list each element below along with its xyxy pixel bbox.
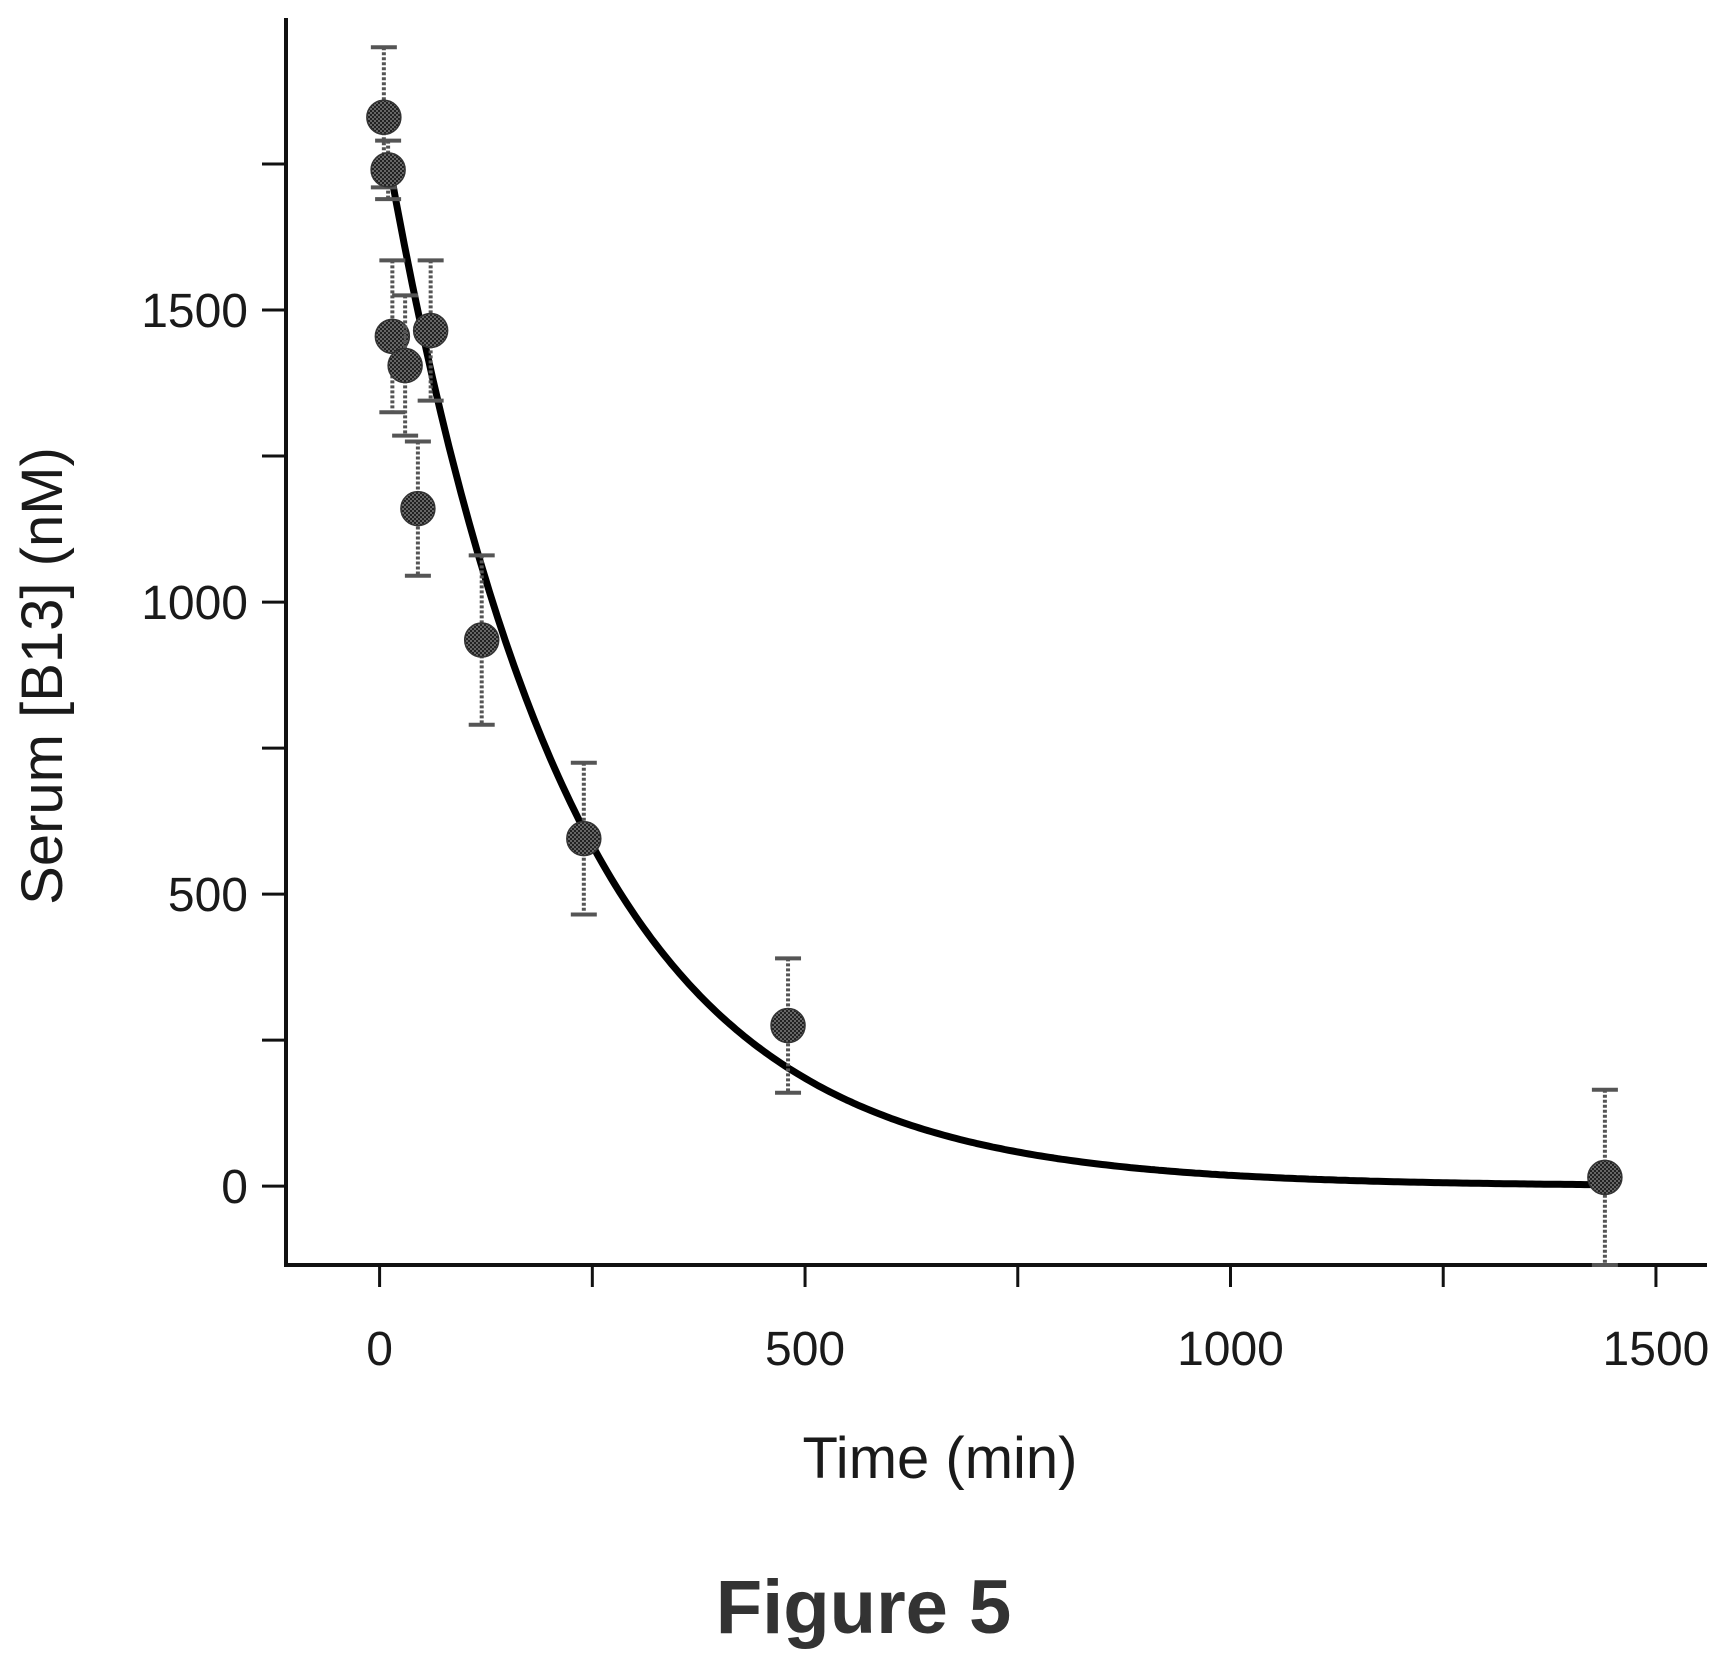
data-points — [366, 45, 1623, 1267]
marker — [370, 152, 406, 188]
x-tick-label: 1000 — [1177, 1323, 1284, 1376]
marker — [400, 490, 436, 527]
fit-curve — [384, 154, 1609, 1189]
marker — [366, 99, 402, 136]
y-tick-label: 1000 — [141, 577, 248, 630]
data-point — [412, 258, 449, 403]
marker — [1587, 1159, 1623, 1196]
data-point — [1587, 1087, 1623, 1267]
data-point — [387, 293, 423, 438]
y-tick-label: 500 — [168, 869, 248, 922]
figure-caption: Figure 5 — [715, 1565, 1012, 1650]
y-tick-label: 1500 — [141, 285, 248, 338]
x-axis-title: Time (min) — [803, 1426, 1078, 1491]
data-point — [370, 138, 406, 202]
ticks: 0 500 1000 1500 0 500 1000 1500 — [141, 162, 1710, 1376]
x-tick-label: 1500 — [1603, 1323, 1710, 1376]
data-point — [463, 553, 500, 727]
data-point — [566, 760, 602, 917]
marker — [770, 1007, 806, 1044]
y-tick-label: 0 — [221, 1161, 248, 1214]
x-tick-label: 0 — [366, 1323, 393, 1376]
x-tick-label: 500 — [765, 1323, 845, 1376]
fit-curve-group — [384, 154, 1609, 1189]
marker — [387, 347, 423, 384]
axes — [284, 18, 1707, 1267]
marker — [566, 820, 602, 857]
data-point — [400, 439, 436, 578]
y-axis-title: Serum [B13] (nM) — [10, 447, 75, 905]
marker — [412, 312, 449, 349]
marker — [463, 622, 500, 658]
data-point — [770, 956, 806, 1095]
